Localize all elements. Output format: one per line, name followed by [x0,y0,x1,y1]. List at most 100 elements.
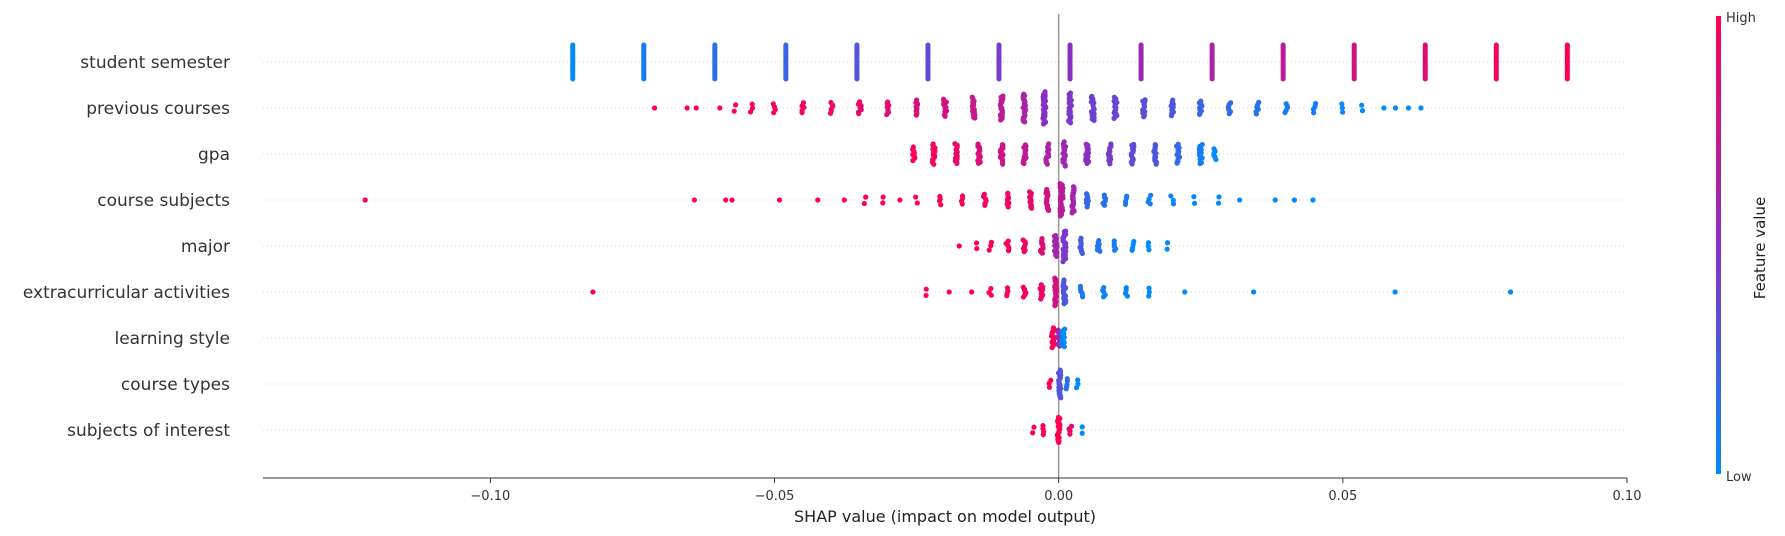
data-point [362,197,368,203]
data-point [956,243,962,249]
data-point [590,289,596,295]
data-point [1164,240,1171,246]
data-point [1067,120,1074,126]
data-point [1310,197,1316,203]
data-point [1153,161,1159,167]
colorbar-gradient [1716,16,1721,474]
data-point [1311,110,1317,116]
data-point [1141,114,1147,120]
data-point [1197,111,1203,117]
data-point [1359,102,1365,108]
data-point [988,285,994,292]
data-point [723,197,729,203]
data-point [1191,200,1198,206]
data-point [1111,247,1118,253]
data-point [1100,294,1107,300]
data-point [1101,202,1108,208]
data-point [923,286,929,292]
data-point [938,202,944,208]
data-point [1146,285,1152,291]
data-point [1045,207,1052,214]
feature-label: major [181,237,230,257]
data-point [1005,204,1011,210]
data-point [1067,431,1073,437]
data-point [691,197,697,203]
data-point [729,197,735,203]
data-point [1052,303,1058,309]
feature-label: course subjects [97,191,230,211]
data-point [1340,109,1346,115]
data-point [1062,163,1068,169]
data-point [1381,105,1387,111]
data-point [1057,213,1064,219]
data-point [1038,296,1044,302]
data-point [651,105,658,111]
data-point [1073,385,1080,391]
feature-label: extracurricular activities [23,283,230,303]
data-point [1063,386,1069,392]
feature-label: learning style [114,329,230,349]
data-point [799,110,805,116]
data-point [1168,113,1175,119]
data-point [1182,289,1188,295]
data-point [1124,293,1130,299]
data-point [975,160,982,166]
data-point [1084,204,1090,210]
x-axis-label: SHAP value (impact on model output) [794,507,1096,526]
x-tick-label: −0.10 [470,489,510,504]
data-point [884,111,890,118]
x-tick-label: 0.00 [1044,489,1073,504]
x-axis-ticks: −0.10 −0.05 0.00 0.05 0.10 [470,478,1641,504]
data-point [1060,259,1066,265]
feature-label: previous courses [86,99,230,119]
data-point [1031,424,1037,430]
data-point [861,200,867,207]
x-tick-label: 0.10 [1613,489,1642,504]
data-point [1079,430,1085,436]
feature-labels: student semester previous courses gpa cours… [23,53,230,441]
data-point [988,243,994,249]
data-point [969,289,975,295]
data-point [1044,161,1050,167]
data-point [1079,294,1086,300]
colorbar: High Low Feature value [1716,11,1769,485]
feature-label: subjects of interest [67,421,230,441]
data-point [880,200,886,206]
data-point [1146,293,1152,299]
data-point [1191,194,1197,200]
data-point [1000,161,1006,167]
data-point [1021,160,1027,167]
data-point [1251,289,1257,295]
data-point [972,115,978,121]
data-point [856,111,862,117]
colorbar-low-label: Low [1726,470,1752,485]
data-point [684,105,690,111]
data-point [913,194,919,200]
data-point [897,197,903,203]
data-point [1084,160,1090,166]
data-point [1170,201,1177,207]
data-point [1174,160,1180,166]
data-point [974,245,980,252]
data-point [986,247,992,253]
data-point [1054,253,1060,260]
data-point [1237,197,1243,203]
data-point [1097,248,1103,254]
colorbar-high-label: High [1726,11,1756,26]
data-point [1004,293,1010,299]
x-tick-label: −0.05 [755,489,795,504]
data-point [914,200,920,206]
colorbar-title: Feature value [1751,197,1769,299]
data-point [954,160,960,166]
data-point [1129,247,1135,253]
data-point [1272,197,1278,203]
data-point [1168,193,1174,199]
data-point [1359,108,1366,114]
data-point [998,117,1004,123]
data-point [1147,201,1153,207]
data-point [946,289,952,295]
data-point [1056,439,1062,446]
data-point [1061,301,1067,307]
data-point [1507,289,1514,295]
data-point [913,112,919,118]
